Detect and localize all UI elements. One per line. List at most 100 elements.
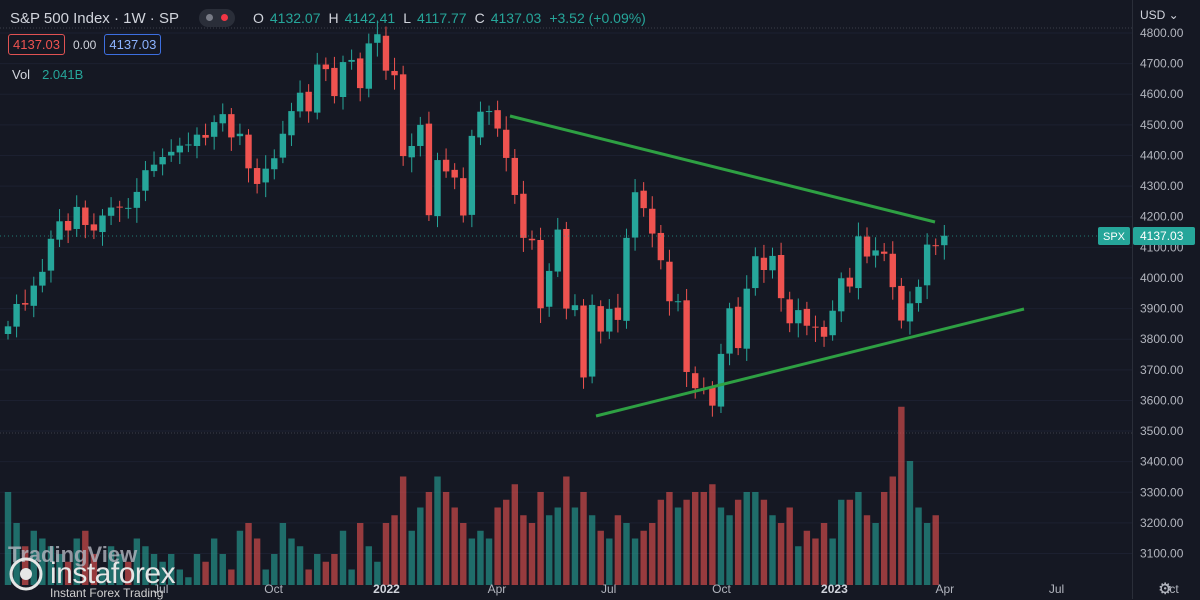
volume-bar bbox=[142, 546, 149, 585]
volume-bar bbox=[399, 476, 407, 585]
y-tick-label: 3700.00 bbox=[1140, 363, 1184, 377]
price-axis[interactable] bbox=[1132, 0, 1200, 599]
candle-body bbox=[588, 304, 596, 377]
low-value: 4117.77 bbox=[417, 10, 467, 26]
symbol-title[interactable]: S&P 500 Index · 1W · SP bbox=[10, 9, 179, 27]
volume-bar bbox=[537, 492, 544, 585]
candle-body bbox=[305, 91, 312, 112]
candle-body bbox=[726, 308, 733, 354]
candle-body bbox=[795, 310, 802, 324]
volume-bar bbox=[339, 530, 347, 585]
volume-bar bbox=[631, 538, 639, 585]
upper-trendline bbox=[509, 114, 936, 224]
volume-bar bbox=[4, 492, 12, 585]
candle-body bbox=[743, 288, 750, 349]
volume-bar bbox=[803, 530, 811, 585]
volume-bar bbox=[279, 523, 287, 585]
last-price-tag-text: 4137.03 bbox=[1140, 229, 1184, 243]
high-value: 4142.41 bbox=[344, 10, 396, 26]
volume-bar bbox=[666, 492, 673, 585]
volume-bar bbox=[588, 515, 596, 585]
x-tick-label: 2022 bbox=[373, 582, 400, 596]
candle-body bbox=[185, 144, 192, 146]
currency-selector[interactable]: USD ⌄ bbox=[1140, 8, 1179, 22]
volume-bar bbox=[150, 554, 158, 585]
y-tick-label: 4400.00 bbox=[1140, 148, 1184, 162]
volume-bar bbox=[331, 554, 338, 585]
brand-tagline: Instant Forex Trading bbox=[50, 586, 164, 600]
volume-bar bbox=[90, 554, 98, 585]
volume-bar bbox=[709, 484, 716, 585]
candle-body bbox=[683, 300, 690, 372]
volume-bar bbox=[717, 507, 725, 585]
candle-body bbox=[82, 207, 89, 225]
candle-body bbox=[142, 170, 149, 191]
y-tick-label: 3900.00 bbox=[1140, 302, 1184, 316]
settings-gear-icon[interactable]: ⚙ bbox=[1158, 581, 1173, 598]
volume-bar bbox=[571, 507, 579, 585]
close-value: 4137.03 bbox=[490, 10, 542, 26]
volume-legend: Vol 2.041B bbox=[12, 67, 83, 82]
ticker-tag-text: SPX bbox=[1103, 231, 1126, 243]
volume-bar bbox=[726, 515, 733, 585]
y-tick-label: 3800.00 bbox=[1140, 332, 1184, 346]
candle-body bbox=[30, 285, 37, 306]
sell-button[interactable]: 4137.03 bbox=[8, 34, 65, 55]
open-label: O bbox=[252, 10, 264, 26]
candle-body bbox=[228, 114, 235, 138]
candle-body bbox=[717, 353, 725, 407]
volume-bar bbox=[271, 554, 278, 585]
toggle-switch[interactable] bbox=[198, 9, 235, 27]
volume-bar bbox=[829, 538, 836, 585]
volume-bar bbox=[606, 538, 613, 585]
volume-bar bbox=[391, 515, 398, 585]
candle-body bbox=[846, 277, 854, 287]
candle-body bbox=[863, 236, 871, 257]
candle-body bbox=[425, 123, 433, 216]
candle-body bbox=[786, 299, 793, 324]
volume-bar bbox=[760, 499, 768, 585]
volume-bar bbox=[305, 569, 312, 585]
volume-bar bbox=[880, 492, 888, 585]
candle-body bbox=[554, 229, 561, 272]
buy-button[interactable]: 4137.03 bbox=[104, 34, 162, 55]
volume-bar bbox=[623, 523, 630, 585]
candle-body bbox=[73, 206, 80, 229]
x-tick-label: Oct bbox=[712, 582, 731, 596]
volume-bar bbox=[73, 538, 80, 585]
candle-body bbox=[356, 58, 364, 89]
candle-body bbox=[820, 326, 828, 337]
candle-body bbox=[597, 306, 604, 332]
candle-body bbox=[451, 169, 458, 178]
x-tick-label: Jul bbox=[1049, 582, 1064, 596]
candle-body bbox=[477, 111, 484, 138]
candle-body bbox=[47, 238, 55, 271]
volume-bar bbox=[752, 492, 759, 585]
candle-body bbox=[734, 306, 742, 349]
candle-body bbox=[288, 111, 295, 136]
volume-bar bbox=[640, 530, 647, 585]
x-tick-label: Oct bbox=[264, 582, 283, 596]
y-tick-label: 3300.00 bbox=[1140, 485, 1184, 499]
volume-bar bbox=[795, 546, 802, 585]
candle-body bbox=[99, 215, 106, 233]
volume-bar bbox=[288, 538, 295, 585]
candle-body bbox=[176, 145, 183, 153]
candle-body bbox=[382, 35, 390, 71]
candle-body bbox=[107, 207, 115, 216]
candle-body bbox=[915, 286, 922, 304]
volume-bar bbox=[812, 538, 819, 585]
candle-body bbox=[434, 160, 441, 217]
candle-body bbox=[13, 303, 20, 327]
y-tick-label: 4300.00 bbox=[1140, 179, 1184, 193]
volume-bar bbox=[649, 523, 656, 585]
candle-body bbox=[193, 134, 201, 146]
volume-bar bbox=[554, 507, 561, 585]
volume-bar bbox=[820, 523, 828, 585]
candle-body bbox=[631, 192, 639, 238]
candle-body bbox=[838, 278, 845, 312]
candle-body bbox=[872, 250, 879, 256]
candle-body bbox=[116, 206, 123, 208]
candle-body bbox=[906, 303, 914, 322]
